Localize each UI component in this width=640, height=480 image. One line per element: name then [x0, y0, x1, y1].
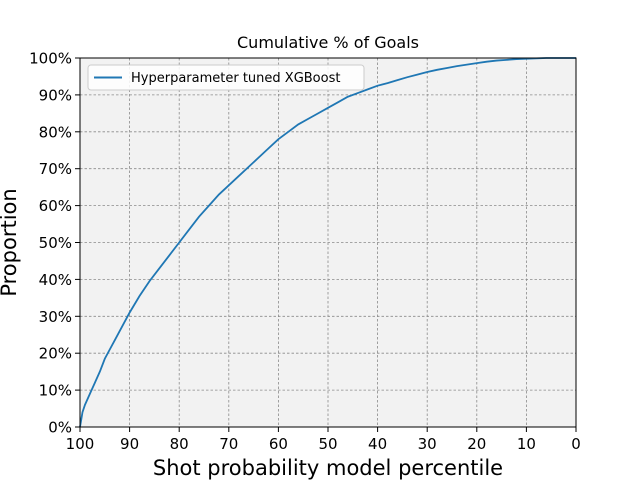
y-tick-label: 10%	[39, 382, 72, 400]
series-line	[79, 57, 576, 428]
y-tick-label: 80%	[39, 123, 72, 141]
x-tick-label: 100	[66, 435, 95, 453]
chart-title: Cumulative % of Goals	[237, 33, 419, 52]
x-tick-label: 60	[269, 435, 288, 453]
x-tick-label: 90	[120, 435, 139, 453]
legend-label: Hyperparameter tuned XGBoost	[131, 71, 340, 86]
x-tick-label: 70	[219, 435, 238, 453]
x-tick-label: 0	[571, 435, 581, 453]
x-tick-label: 30	[418, 435, 437, 453]
y-tick-label: 40%	[39, 271, 72, 289]
y-tick-label: 100%	[29, 50, 72, 68]
y-tick-label: 30%	[39, 308, 72, 326]
legend: Hyperparameter tuned XGBoost	[87, 64, 365, 91]
legend-box	[87, 64, 365, 91]
y-tick-label: 0%	[48, 419, 72, 437]
x-tick-label: 10	[517, 435, 536, 453]
y-tick-label: 70%	[39, 160, 72, 178]
axis-ticks: 100 90 80 70 60 50 40 30 20 10 00%10%20%30%40%50%6…	[29, 50, 581, 454]
y-axis-label: Proportion	[0, 188, 21, 296]
x-tick-label: 20	[467, 435, 486, 453]
x-tick-label: 40	[368, 435, 387, 453]
x-axis-label: Shot probability model percentile	[153, 456, 503, 480]
x-tick-label: 50	[318, 435, 337, 453]
y-tick-label: 20%	[39, 345, 72, 363]
y-tick-label: 90%	[39, 86, 72, 104]
y-tick-label: 60%	[39, 197, 72, 215]
y-tick-label: 50%	[39, 234, 72, 252]
x-tick-label: 80	[170, 435, 189, 453]
